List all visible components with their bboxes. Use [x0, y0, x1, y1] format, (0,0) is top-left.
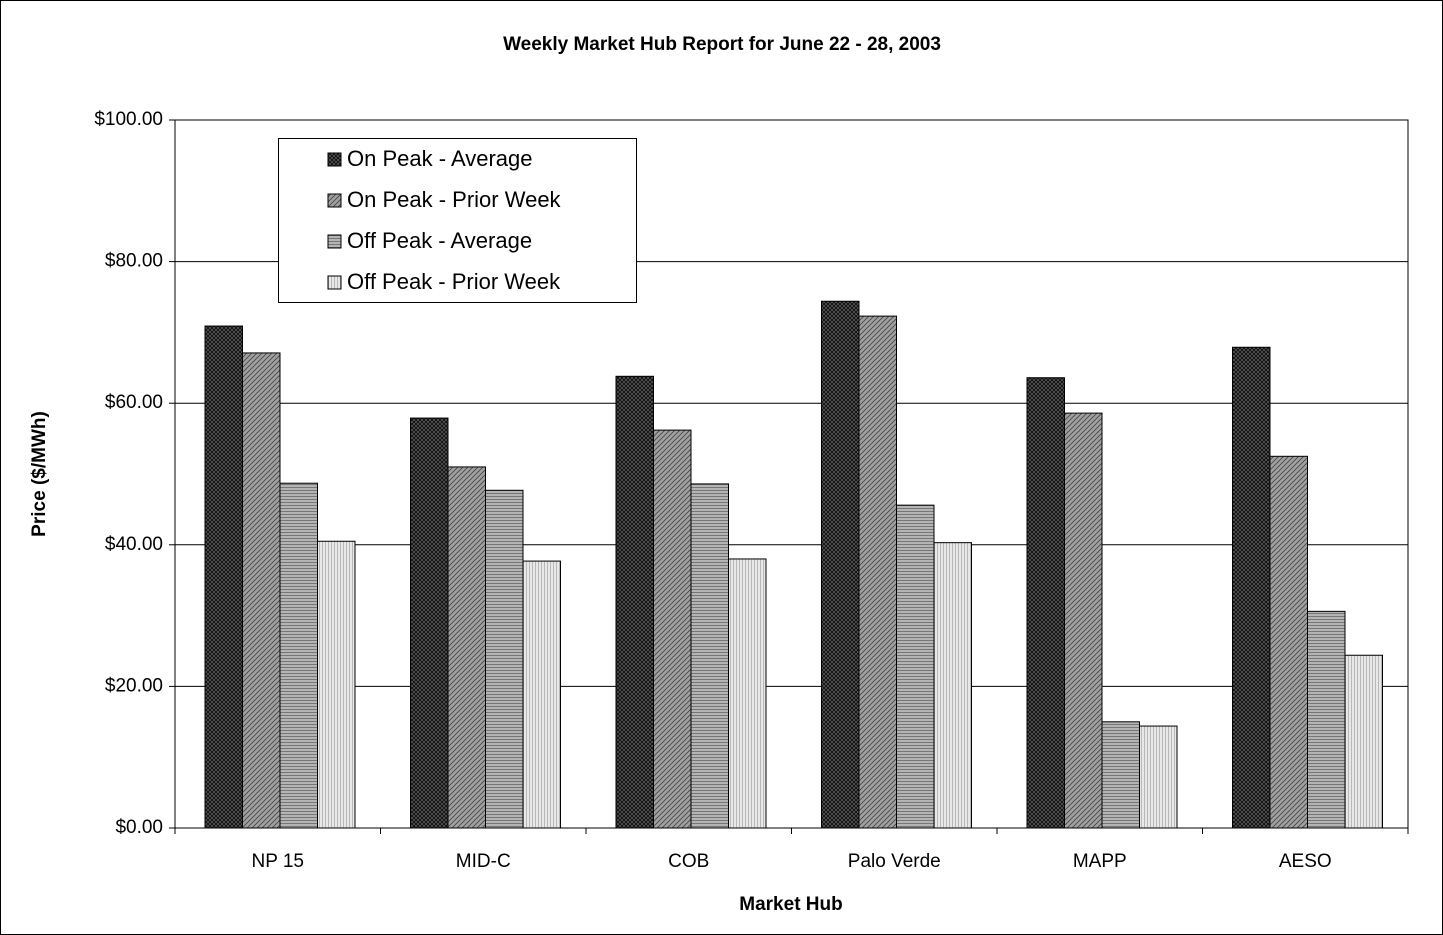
bar: [1344, 654, 1383, 829]
bar: [690, 483, 729, 829]
bar: [447, 466, 486, 829]
y-tick-label: $0.00: [115, 817, 163, 838]
bar: [1064, 412, 1103, 829]
bar: [1232, 346, 1271, 829]
x-tick-label: MAPP: [1073, 851, 1127, 872]
bar: [728, 558, 767, 829]
bar: [317, 540, 356, 829]
x-tick-label: MID-C: [456, 851, 511, 872]
chart-title: Weekly Market Hub Report for June 22 - 2…: [503, 34, 941, 55]
bar: [204, 325, 243, 829]
bar: [653, 429, 692, 829]
legend-swatch: [327, 275, 342, 290]
bar: [1307, 610, 1346, 829]
x-tick-label: AESO: [1279, 851, 1332, 872]
bar: [933, 542, 972, 829]
y-tick-label: $60.00: [105, 392, 163, 413]
bar: [1269, 455, 1308, 829]
bar: [858, 315, 897, 829]
y-tick-label: $100.00: [94, 109, 163, 130]
x-axis-label: Market Hub: [739, 894, 842, 915]
bar: [896, 504, 935, 829]
y-tick-label: $80.00: [105, 251, 163, 272]
y-tick-label: $40.00: [105, 534, 163, 555]
bar: [410, 417, 449, 829]
bar: [821, 300, 860, 829]
legend-swatch: [327, 193, 342, 208]
x-tick-label: Palo Verde: [848, 851, 941, 872]
bar: [485, 489, 524, 829]
legend-label: Off Peak - Average: [347, 228, 532, 253]
bar: [1101, 721, 1140, 829]
x-tick-label: NP 15: [252, 851, 304, 872]
bar: [242, 352, 281, 829]
y-tick-label: $20.00: [105, 675, 163, 696]
legend-label: Off Peak - Prior Week: [347, 269, 561, 294]
y-axis-label: Price ($/MWh): [29, 411, 50, 537]
bar: [1026, 377, 1065, 829]
legend-swatch: [327, 152, 342, 167]
legend-swatch: [327, 234, 342, 249]
legend-label: On Peak - Prior Week: [347, 187, 562, 212]
bar: [615, 375, 654, 829]
bar: [279, 482, 318, 829]
plot-frame: [174, 119, 1409, 829]
legend-label: On Peak - Average: [347, 146, 533, 171]
x-tick-label: COB: [668, 851, 709, 872]
bar: [522, 560, 561, 829]
bar: [1139, 725, 1178, 829]
